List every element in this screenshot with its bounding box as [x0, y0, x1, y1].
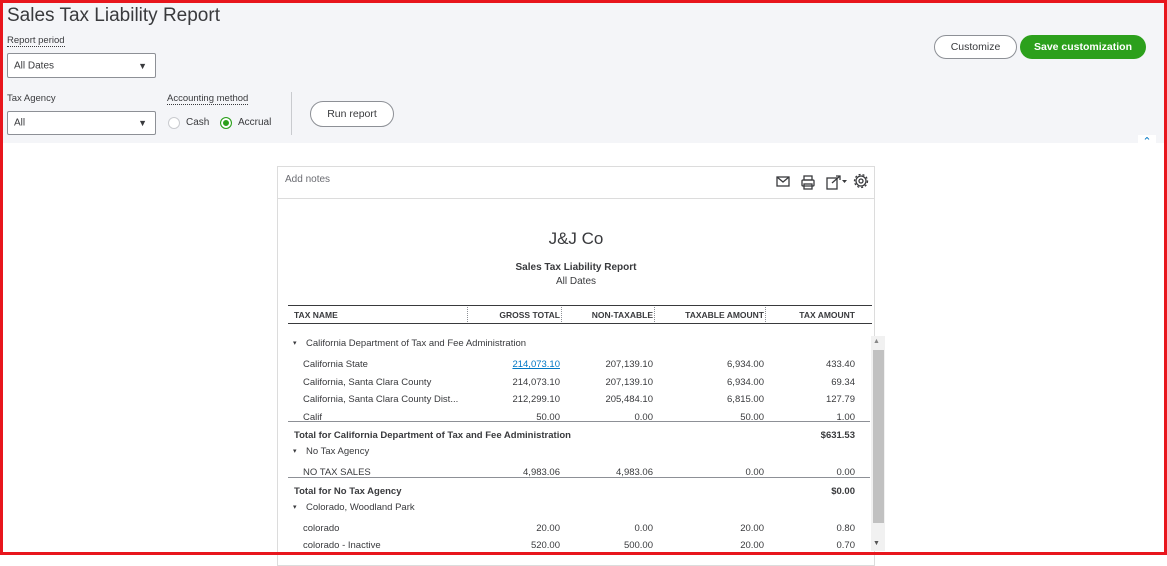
amount: 0.00: [634, 411, 654, 423]
report-card: [277, 166, 875, 566]
column-divider: [765, 307, 766, 322]
amount: 20.00: [740, 522, 764, 534]
group-name: Colorado, Woodland Park: [306, 501, 415, 513]
amount: 212,299.10: [512, 394, 560, 405]
column-divider: [467, 307, 468, 322]
tax-name: NO TAX SALES: [303, 467, 371, 478]
amount: 0.00: [745, 467, 765, 478]
amount: 4,983.06: [523, 467, 560, 478]
column-header: GROSS TOTAL: [499, 310, 560, 320]
amount: 207,139.10: [605, 376, 653, 388]
amount: 6,815.00: [727, 394, 764, 405]
amount: 214,073.10: [512, 376, 560, 388]
group-name: No Tax Agency: [306, 446, 370, 457]
total-value: $631.53: [820, 430, 855, 441]
tax-name: Calif: [303, 411, 323, 423]
amount: 1.00: [836, 411, 856, 423]
amount: 0.70: [836, 540, 856, 551]
total-rule: [288, 476, 870, 478]
select-value: All: [14, 117, 26, 129]
customize-button[interactable]: Customize: [934, 35, 1017, 59]
amount: 50.00: [740, 411, 764, 423]
amount-link[interactable]: 214,073.10: [512, 359, 560, 370]
amount: 205,484.10: [605, 394, 653, 405]
total-label: Total for California Department of Tax a…: [294, 430, 571, 441]
save-customization-button[interactable]: Save customization: [1020, 35, 1146, 59]
column-header: TAX AMOUNT: [799, 310, 855, 320]
select-value: All Dates: [14, 60, 55, 71]
column-divider: [654, 307, 655, 322]
scroll-up[interactable]: ▲: [873, 338, 880, 345]
amount: 0.80: [836, 522, 856, 534]
tax-name: colorado: [303, 522, 340, 534]
divider: [291, 92, 292, 135]
page-title: Sales Tax Liability Report: [7, 5, 220, 26]
radio-label: Cash: [186, 117, 210, 128]
radio[interactable]: [168, 117, 180, 129]
amount: 6,934.00: [727, 359, 764, 370]
amount: 433.40: [825, 359, 855, 370]
amount: 520.00: [530, 540, 560, 551]
total-value: $0.00: [831, 485, 855, 497]
amount: 127.79: [825, 394, 855, 405]
tax-agency-select[interactable]: All ▼: [7, 111, 156, 135]
amount: 50.00: [536, 411, 560, 423]
collapse-button[interactable]: ⌃: [1138, 135, 1156, 149]
report-period-label: Report period: [7, 35, 65, 47]
tax-name: California State: [303, 359, 368, 370]
amount: 0.00: [836, 467, 856, 478]
group-toggle[interactable]: ▾: [293, 340, 297, 347]
radio-label: Accrual: [238, 117, 272, 128]
amount: 69.34: [831, 376, 855, 388]
report-toolbar: [776, 173, 869, 190]
table-rule: [288, 323, 872, 324]
scrollbar-thumb[interactable]: [873, 350, 884, 523]
table-rule: [288, 305, 872, 306]
tax-name: California, Santa Clara County Dist...: [303, 394, 459, 405]
company-name: J&J Co: [548, 229, 604, 248]
report-period: All Dates: [555, 276, 596, 287]
amount: 207,139.10: [605, 359, 653, 370]
column-header: NON-TAXABLE: [591, 310, 653, 320]
filter-panel: [0, 0, 1167, 143]
group-toggle[interactable]: ▾: [293, 448, 297, 455]
tax-agency-label: Tax Agency: [7, 93, 56, 104]
total-label: Total for No Tax Agency: [294, 485, 402, 497]
amount: 6,934.00: [727, 376, 764, 388]
amount: 4,983.06: [616, 467, 653, 478]
report-title: Sales Tax Liability Report: [515, 262, 637, 273]
email-icon[interactable]: [776, 176, 790, 187]
column-divider: [561, 307, 562, 322]
group-toggle[interactable]: ▾: [293, 503, 297, 511]
accounting-method-label: Accounting method: [167, 93, 249, 105]
amount: 500.00: [623, 540, 653, 551]
run-report-button[interactable]: Run report: [310, 101, 394, 127]
column-header: TAXABLE AMOUNT: [685, 310, 764, 320]
export-icon[interactable]: [826, 175, 847, 190]
amount: 20.00: [740, 540, 764, 551]
radio[interactable]: [220, 117, 232, 129]
amount: 20.00: [536, 522, 560, 534]
scroll-down[interactable]: ▼: [873, 540, 880, 547]
tax-name: California, Santa Clara County: [303, 376, 432, 388]
column-header: TAX NAME: [294, 310, 338, 320]
tax-name: colorado - Inactive: [303, 540, 381, 551]
amount: 0.00: [634, 522, 654, 534]
settings-icon[interactable]: [853, 173, 869, 189]
separator: [278, 198, 874, 199]
total-rule: [288, 421, 870, 422]
report-period-select[interactable]: All Dates ▼: [7, 53, 156, 78]
group-name: California Department of Tax and Fee Adm…: [306, 338, 527, 349]
add-notes[interactable]: Add notes: [285, 174, 331, 185]
print-icon[interactable]: [801, 175, 815, 190]
